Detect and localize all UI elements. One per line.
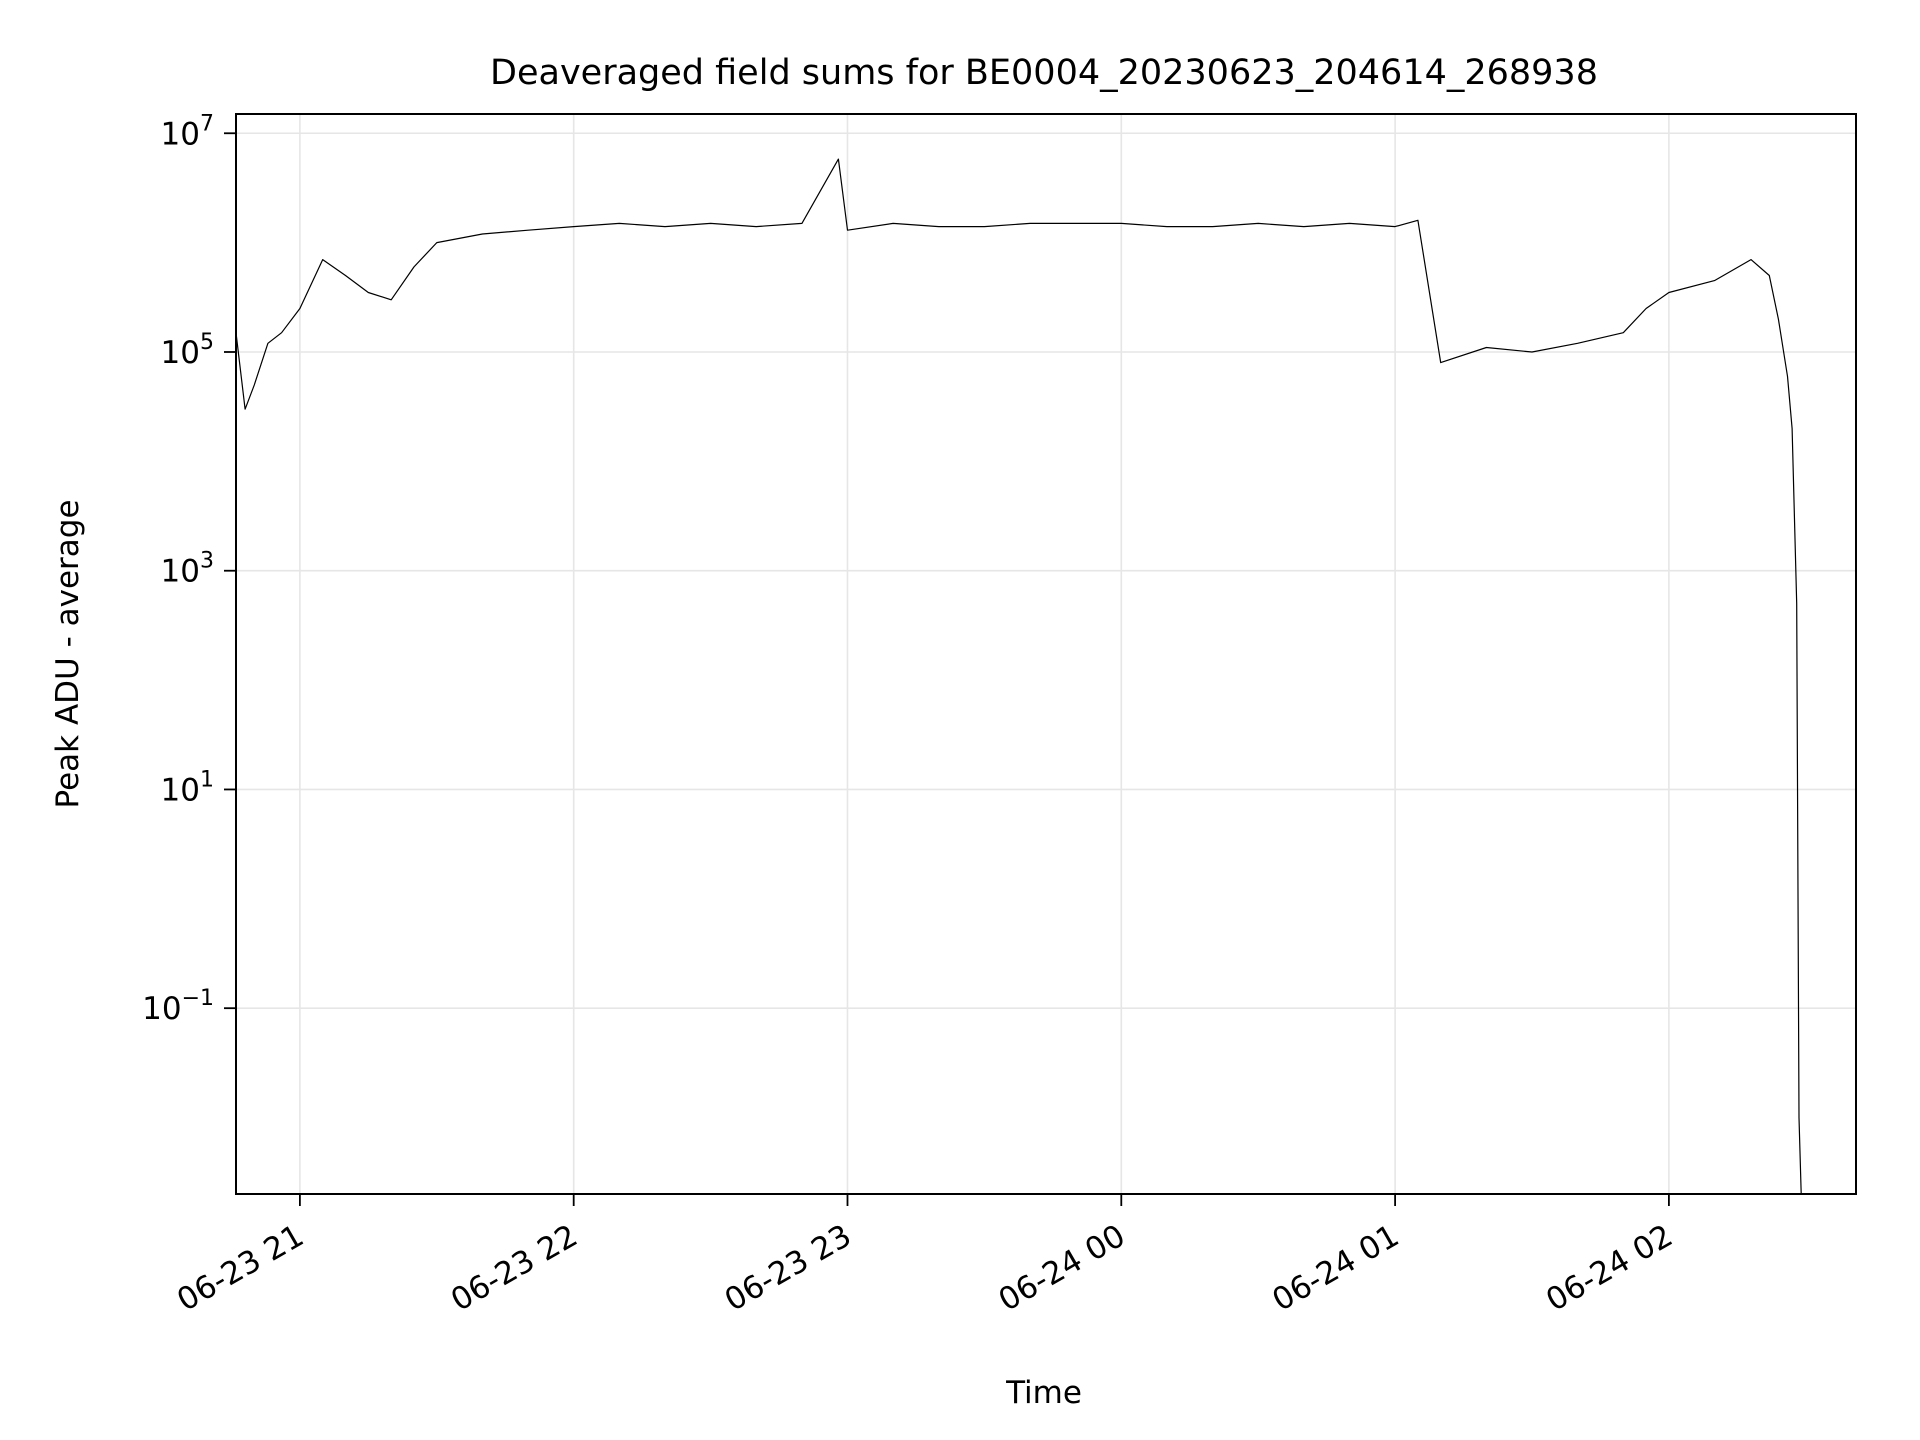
y-axis-label: Peak ADU - average [50,499,86,808]
y-tick-label: 107 [161,111,214,152]
grid [236,114,1856,1194]
y-tick-label: 10−1 [142,986,214,1027]
ticks: 06-23 21 06-23 22 06-23 23 06-24 00 06-24 01… [142,111,1679,1318]
x-tick-label: 06-24 00 [993,1218,1132,1319]
plot-frame [235,113,1857,1195]
x-axis-label: Time [1005,1375,1082,1411]
x-tick-label: 06-24 02 [1540,1218,1679,1319]
y-tick-label: 105 [161,330,214,371]
x-tick-label: 06-23 23 [719,1218,858,1319]
chart-title: Deaveraged field sums for BE0004_2023062… [490,53,1598,93]
x-tick-label: 06-24 01 [1266,1218,1405,1319]
series-line [236,158,1802,1194]
series-layer [236,158,1802,1194]
y-tick-label: 103 [161,549,214,590]
x-tick-label: 06-23 22 [445,1218,584,1319]
x-tick-label: 06-23 21 [171,1218,310,1319]
y-tick-label: 101 [161,767,214,808]
